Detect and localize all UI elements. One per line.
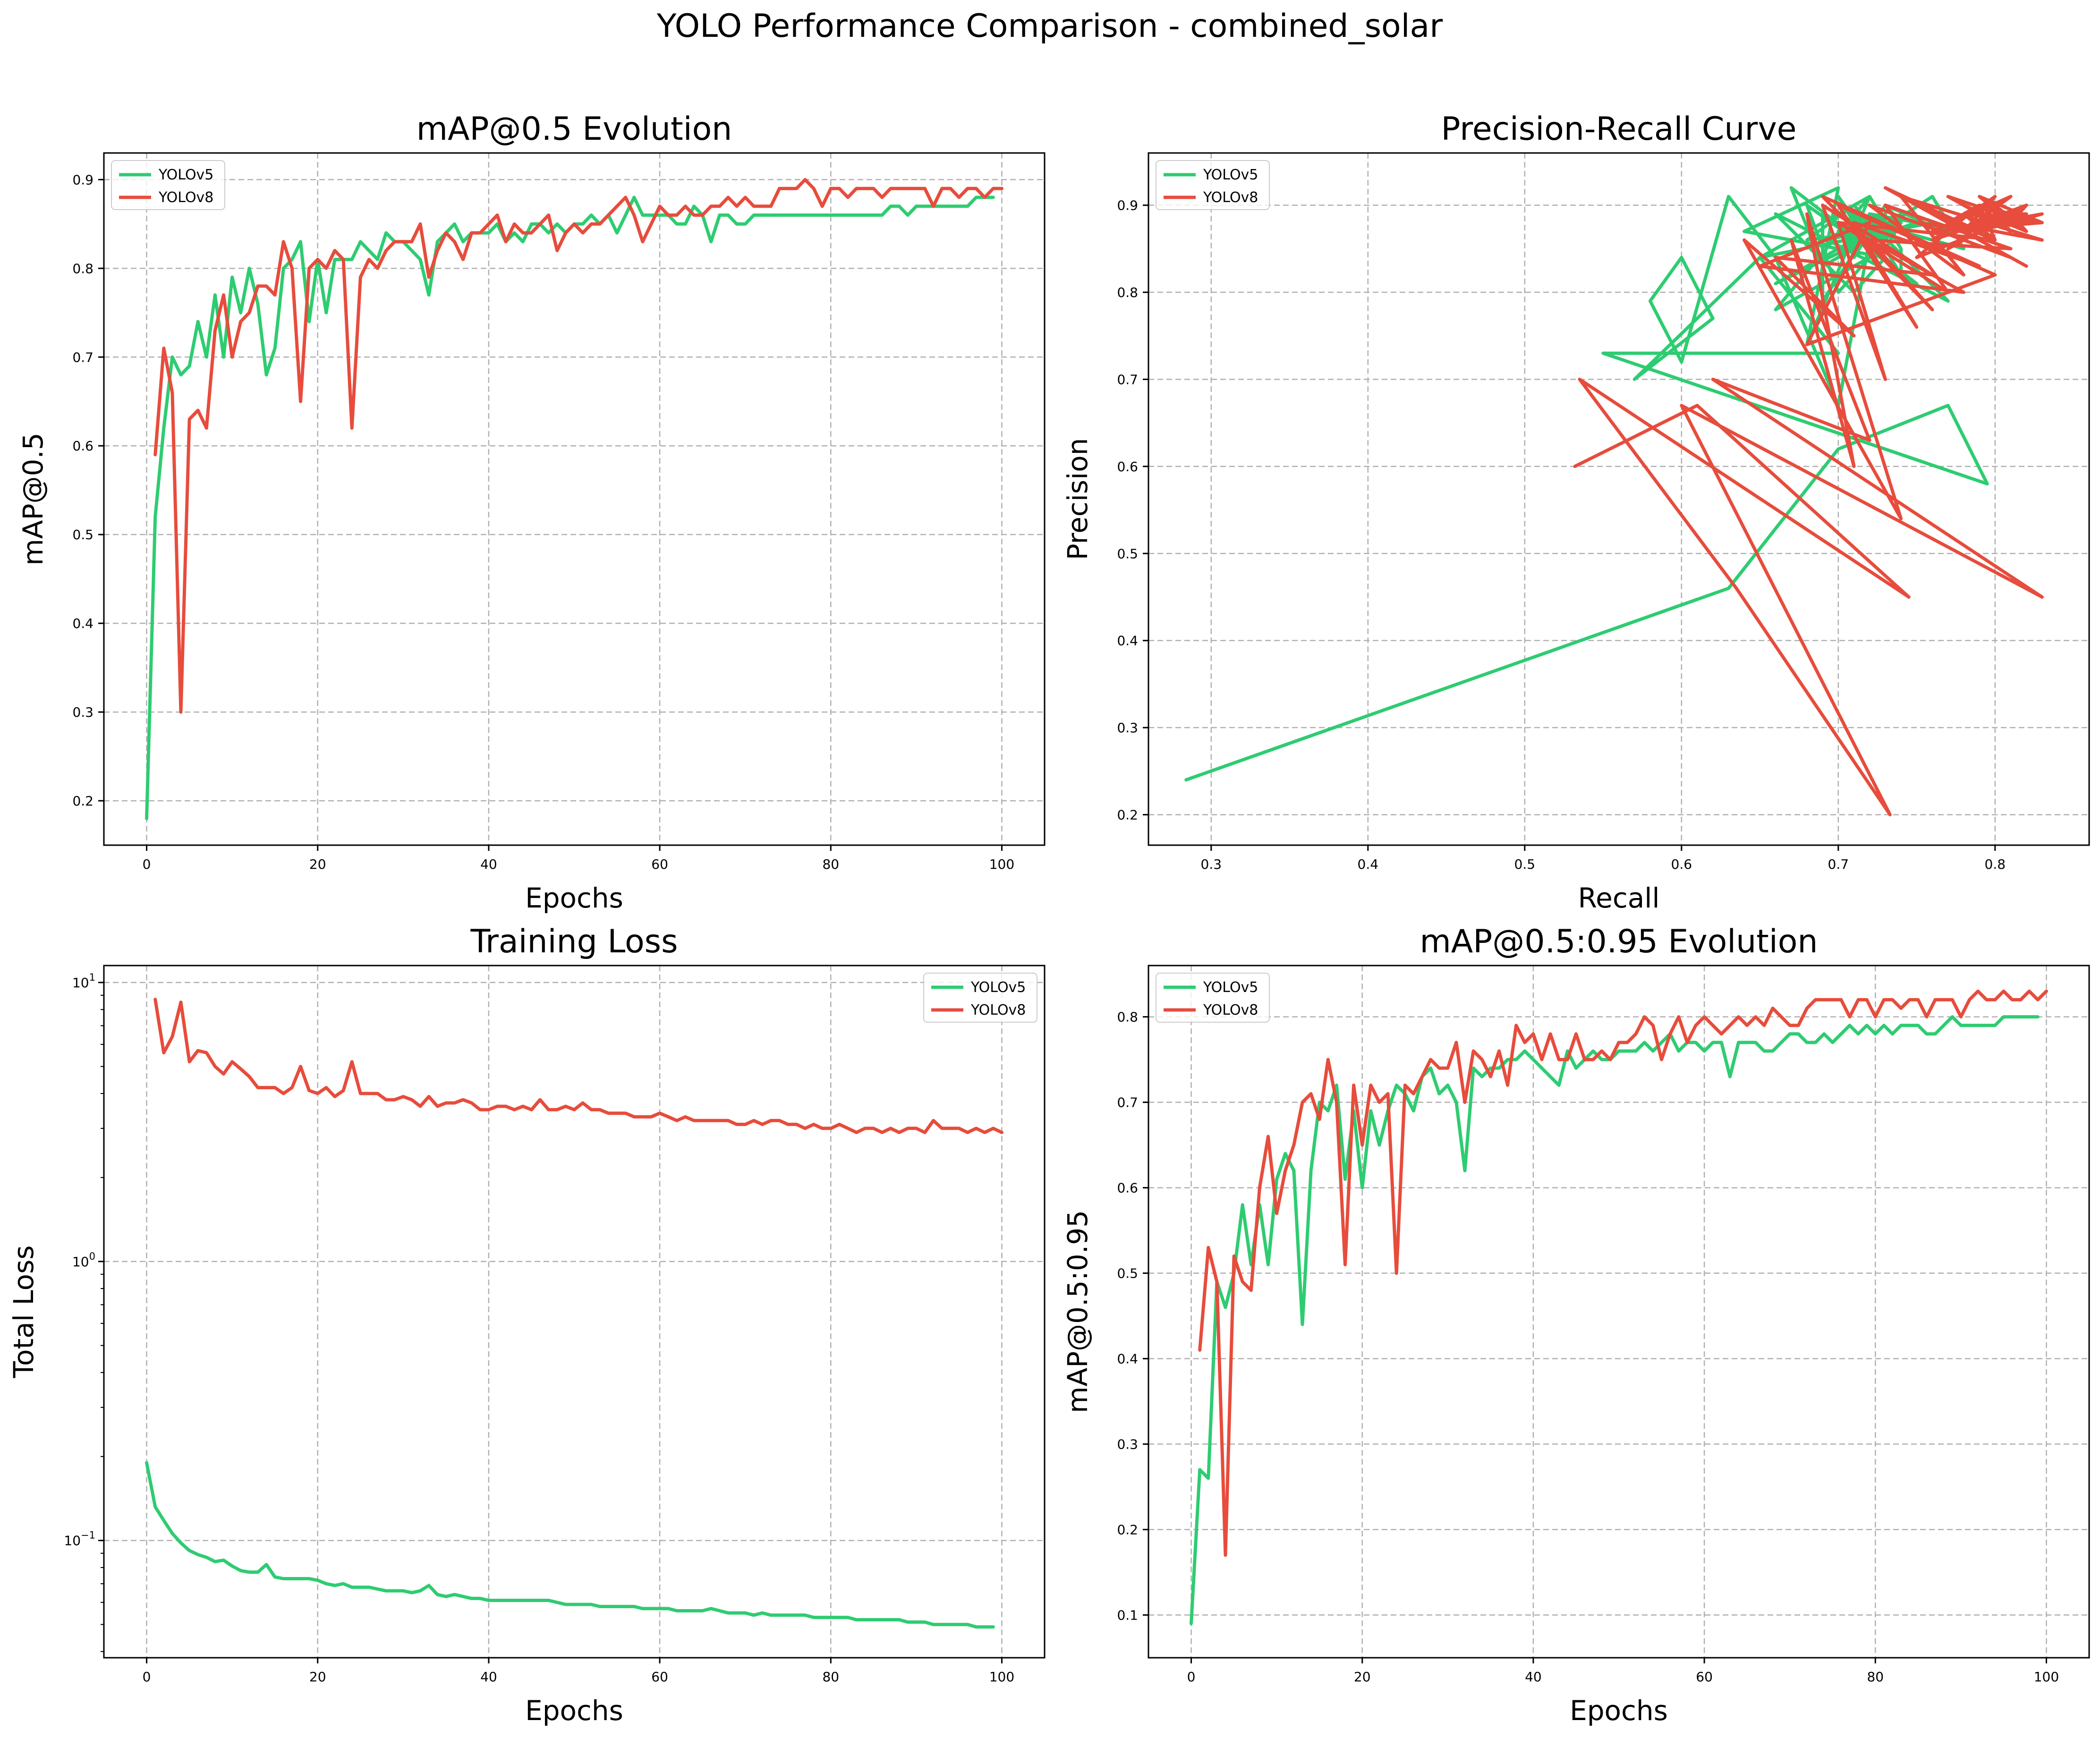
x-tick-label: 40	[480, 1669, 497, 1685]
y-axis-label: Precision	[1062, 438, 1094, 560]
y-tick-label: 0.3	[72, 704, 94, 720]
series-line-yolov5	[145, 195, 995, 821]
y-tick-label: 0.4	[1117, 1351, 1138, 1367]
y-tick-label: 101	[72, 972, 95, 991]
x-tick-label: 0.5	[1514, 856, 1536, 872]
series-line-yolov5	[145, 1461, 995, 1629]
y-tick-label: 0.2	[72, 793, 94, 809]
legend-label: YOLOv5	[970, 979, 1026, 996]
y-tick-label: 0.5	[72, 527, 94, 543]
y-tick-label: 0.4	[1117, 633, 1138, 649]
y-tick-label: 0.8	[1117, 1009, 1138, 1025]
panel-title: mAP@0.5 Evolution	[417, 110, 732, 148]
x-tick-label: 0	[143, 1669, 151, 1685]
plot-frame	[103, 965, 1046, 1659]
series-line-yolov5	[1184, 186, 1989, 782]
series-line-yolov8	[1573, 186, 2044, 816]
y-tick-label: 0.2	[1117, 807, 1138, 822]
y-tick-label: 0.1	[1117, 1608, 1138, 1623]
chart-panel-map5095: 0 20 40 60 80 100 0.1 0.2 0.3 0.4 0.5 0.6 0.7 0.8 mAP@…	[1062, 923, 2090, 1727]
y-tick-label: 0.4	[72, 616, 94, 631]
x-tick-label: 0.7	[1828, 856, 1849, 872]
series-line-yolov8	[153, 178, 1003, 714]
legend-label: YOLOv5	[1203, 979, 1258, 996]
x-tick-label: 40	[1525, 1669, 1542, 1685]
y-tick-label: 0.3	[1117, 720, 1138, 736]
legend-label: YOLOv5	[158, 167, 213, 183]
x-tick-label: 60	[651, 856, 668, 872]
legend-label: YOLOv8	[1203, 189, 1258, 206]
x-tick-label: 0	[1187, 1669, 1196, 1685]
y-tick-label: 0.7	[1117, 1095, 1138, 1111]
series-line-yolov8	[1198, 989, 2048, 1557]
plot-frame	[103, 152, 1046, 846]
y-tick-label: 0.7	[72, 349, 94, 365]
y-axis-label: mAP@0.5:0.95	[1062, 1210, 1094, 1413]
x-tick-label: 100	[989, 1669, 1014, 1685]
series-line-yolov5	[1190, 1015, 2040, 1626]
y-tick-label: 0.6	[72, 438, 94, 454]
x-axis-label: Epochs	[1570, 1695, 1668, 1727]
legend-label: YOLOv5	[1203, 167, 1258, 183]
x-tick-label: 0	[143, 856, 151, 872]
legend: YOLOv5 YOLOv8	[111, 160, 225, 210]
series-line-yolov8	[153, 998, 1003, 1134]
y-tick-label: 10−1	[64, 1530, 95, 1549]
chart-panel-map50: 0 20 40 60 80 100 0.2 0.3 0.4 0.5 0.6 0.7 0.8 0.9 mAP@…	[17, 110, 1046, 914]
x-tick-label: 80	[822, 1669, 839, 1685]
panel-title: Training Loss	[470, 923, 678, 960]
y-tick-label: 0.3	[1117, 1437, 1138, 1452]
plot-frame	[1148, 152, 2090, 846]
x-tick-label: 20	[1354, 1669, 1371, 1685]
y-axis-label: Total Loss	[8, 1245, 40, 1378]
y-tick-label: 0.9	[1117, 198, 1138, 213]
y-tick-label: 0.5	[1117, 546, 1138, 561]
legend: YOLOv5 YOLOv8	[1156, 973, 1270, 1023]
y-tick-label: 0.7	[1117, 372, 1138, 387]
x-tick-label: 20	[309, 856, 326, 872]
y-tick-label: 0.6	[1117, 459, 1138, 475]
x-tick-label: 40	[480, 856, 497, 872]
figure-title: YOLO Performance Comparison - combined_s…	[656, 8, 1443, 45]
panel-title: Precision-Recall Curve	[1441, 110, 1796, 148]
chart-panel-pr: 0.3 0.4 0.5 0.6 0.7 0.8 0.2 0.3 0.4 0.5 0.6 0.7 0.8 0…	[1062, 110, 2090, 914]
y-tick-label: 0.5	[1117, 1266, 1138, 1281]
chart-panel-loss: 0 20 40 60 80 100 10−1 100 101 Training Loss Epoch…	[8, 923, 1046, 1727]
y-tick-label: 100	[72, 1251, 95, 1270]
x-tick-label: 0.8	[1985, 856, 2006, 872]
x-tick-label: 100	[989, 856, 1014, 872]
y-axis-label: mAP@0.5	[17, 432, 49, 565]
x-tick-label: 80	[822, 856, 839, 872]
plot-frame	[1148, 965, 2090, 1659]
x-tick-label: 100	[2034, 1669, 2059, 1685]
x-tick-label: 60	[651, 1669, 668, 1685]
y-tick-label: 0.2	[1117, 1522, 1138, 1538]
legend: YOLOv5 YOLOv8	[923, 973, 1037, 1023]
legend: YOLOv5 YOLOv8	[1156, 160, 1270, 210]
x-tick-label: 0.3	[1201, 856, 1222, 872]
legend-label: YOLOv8	[970, 1002, 1026, 1018]
panel-title: mAP@0.5:0.95 Evolution	[1420, 923, 1818, 960]
y-tick-label: 0.8	[72, 261, 94, 276]
y-tick-label: 0.6	[1117, 1180, 1138, 1196]
x-tick-label: 20	[309, 1669, 326, 1685]
x-axis-label: Epochs	[525, 882, 623, 914]
x-axis-label: Epochs	[525, 1695, 623, 1727]
x-axis-label: Recall	[1578, 882, 1659, 914]
x-tick-label: 60	[1696, 1669, 1713, 1685]
x-tick-label: 0.4	[1358, 856, 1379, 872]
y-tick-label: 0.8	[1117, 285, 1138, 300]
legend-label: YOLOv8	[158, 189, 213, 206]
y-tick-label: 0.9	[72, 172, 94, 187]
legend-label: YOLOv8	[1203, 1002, 1258, 1018]
x-tick-label: 80	[1867, 1669, 1884, 1685]
x-tick-label: 0.6	[1671, 856, 1692, 872]
